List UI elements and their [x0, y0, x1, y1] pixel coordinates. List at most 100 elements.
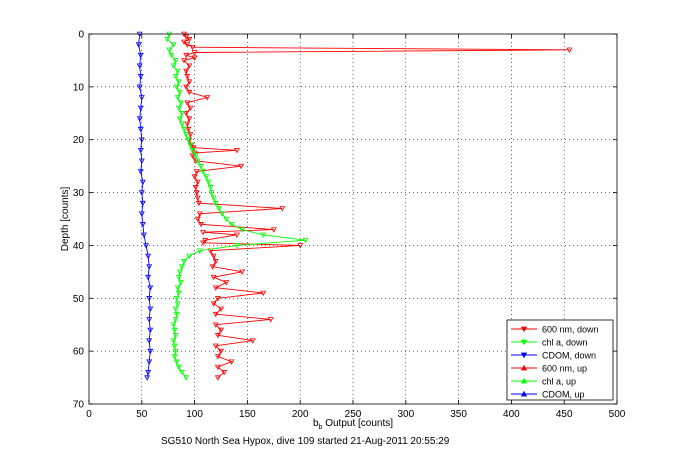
legend-label: chl a, up [542, 377, 576, 387]
data-point [175, 105, 182, 112]
data-point [204, 95, 211, 101]
x-axis-label-sub: b [319, 424, 323, 431]
data-point [175, 274, 182, 281]
data-point [172, 74, 179, 80]
data-point [212, 343, 219, 349]
data-point [186, 89, 193, 96]
data-point [200, 169, 207, 175]
legend-marker [520, 377, 528, 384]
data-point [172, 348, 179, 355]
data-point [170, 338, 177, 344]
data-point [228, 359, 235, 365]
data-point [191, 174, 198, 180]
data-point [184, 74, 191, 80]
y-tick-label: 20 [73, 135, 85, 146]
data-point [137, 74, 144, 80]
data-point [214, 364, 221, 371]
data-point [147, 306, 154, 312]
data-point [139, 179, 146, 186]
data-point [164, 37, 171, 43]
x-tick-label: 150 [239, 409, 256, 420]
data-point [210, 301, 217, 307]
data-point [143, 243, 150, 249]
data-point [212, 285, 219, 291]
legend-label: 600 nm, up [542, 364, 587, 374]
footer-caption: SG510 North Sea Hypox, dive 109 started … [161, 436, 450, 447]
data-point [185, 137, 192, 143]
y-axis-label: Depth [counts] [60, 187, 71, 252]
data-point [170, 322, 177, 328]
data-point [239, 227, 246, 233]
axis-ticks: 0 50 100 150 200 250 300 350 400 450 500 0 10 20 30 40 5… [73, 30, 626, 421]
data-point [194, 216, 201, 223]
data-point [210, 274, 217, 281]
series-600-nm-down [181, 31, 573, 381]
data-point [177, 280, 184, 286]
data-point [208, 190, 215, 196]
data-point [218, 348, 224, 355]
legend-marker [520, 390, 528, 397]
x-tick-label: 300 [397, 409, 414, 420]
data-point [181, 39, 188, 46]
data-point [145, 370, 152, 376]
data-point [183, 111, 190, 117]
y-tick-label: 70 [73, 400, 85, 411]
data-point [187, 105, 194, 112]
data-point [137, 126, 144, 133]
x-tick-label: 500 [609, 409, 626, 420]
legend-label: CDOM, down [542, 351, 596, 361]
data-point [136, 63, 143, 69]
data-point [186, 63, 193, 69]
y-tick-label: 10 [73, 82, 85, 93]
data-point [209, 264, 216, 270]
data-point [137, 52, 144, 59]
data-point [183, 132, 190, 138]
x-axis-label: bb Output [counts] [313, 418, 393, 431]
data-point [173, 296, 180, 302]
x-tick-label: 100 [186, 409, 203, 420]
x-tick-label: 200 [292, 409, 309, 420]
data-point [187, 142, 194, 149]
data-point [203, 174, 210, 180]
data-point [210, 253, 217, 260]
data-point [137, 148, 144, 154]
x-tick-label: 400 [503, 409, 520, 420]
data-point [194, 195, 201, 201]
data-point [174, 301, 181, 307]
data-point [223, 216, 230, 223]
data-point [279, 206, 286, 212]
data-point [186, 37, 193, 43]
data-point [187, 132, 194, 138]
data-point [173, 84, 180, 90]
data-point [144, 375, 151, 381]
data-point [249, 338, 256, 344]
data-point [186, 116, 193, 122]
data-point [207, 185, 214, 191]
data-point [172, 333, 179, 339]
data-point [212, 322, 219, 328]
data-point [260, 232, 267, 238]
data-point [139, 200, 146, 207]
data-point [200, 240, 207, 246]
data-point [184, 100, 191, 106]
legend-label: 600 nm, down [542, 325, 599, 335]
data-point [195, 200, 202, 207]
data-point [138, 158, 145, 164]
data-point [202, 237, 209, 244]
data-point [181, 259, 188, 265]
data-point [214, 296, 221, 302]
data-point [170, 42, 177, 48]
data-point [172, 58, 179, 64]
data-point [146, 296, 153, 302]
data-point [171, 327, 178, 334]
data-point [174, 68, 181, 75]
data-point [183, 84, 190, 90]
data-point [138, 137, 145, 143]
data-point [146, 264, 153, 270]
data-point [166, 47, 173, 53]
legend-label: CDOM, up [542, 390, 585, 400]
grid [89, 34, 617, 404]
data-point [139, 222, 146, 228]
data-point [175, 290, 182, 297]
data-point [171, 343, 178, 349]
